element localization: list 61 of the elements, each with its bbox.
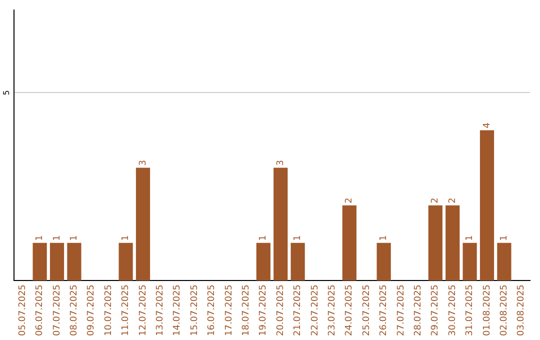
bar [428,205,442,280]
x-tick-label: 08.07.2025 [70,284,80,336]
data-label: 1 [258,235,269,241]
x-tick-label: 15.07.2025 [190,284,200,336]
bar [290,242,305,280]
bar [136,168,150,280]
x-tick-label: 13.07.2025 [156,284,166,336]
bar [462,242,477,280]
data-label: 1 [379,235,390,241]
bar [446,205,460,280]
x-tick-label: 28.07.2025 [414,284,424,336]
data-label: 4 [482,122,492,128]
x-tick-label: 05.07.2025 [18,284,28,336]
data-label: 3 [138,160,148,166]
x-tick-label: 11.07.2025 [121,284,132,336]
x-tick-label: 27.07.2025 [396,284,406,336]
x-tick-label: 24.07.2025 [344,284,355,336]
x-tick-label: 29.07.2025 [430,284,441,336]
bar [67,242,82,280]
bar [497,242,512,280]
x-tick-label: 07.07.2025 [52,284,62,336]
data-label: 1 [121,235,132,241]
x-tick-label: 26.07.2025 [379,284,390,336]
x-tick-label: 06.07.2025 [35,284,46,336]
x-tick-label: 09.07.2025 [86,284,97,336]
data-label: 1 [500,235,510,241]
data-label: 2 [344,198,355,204]
y-tick-label: 5 [2,90,12,96]
x-tick-label: 18.07.2025 [242,284,252,336]
bar [118,242,133,280]
data-label: 2 [430,198,441,204]
bar [342,205,356,280]
x-tick-label: 30.07.2025 [448,284,458,336]
x-tick-label: 22.07.2025 [310,284,320,336]
data-label: 2 [448,198,458,204]
data-label: 1 [52,235,62,241]
x-tick-label: 21.07.2025 [293,284,304,336]
data-label: 1 [70,235,80,241]
x-tick-label: 02.08.2025 [500,284,510,336]
data-label: 1 [465,235,476,241]
data-label: 3 [276,160,286,166]
bar [256,242,270,280]
x-tick-label: 17.07.2025 [224,284,234,336]
x-tick-label: 16.07.2025 [207,284,218,336]
bar [32,242,47,280]
x-tick-label: 14.07.2025 [172,284,183,336]
data-label: 1 [293,235,304,241]
x-tick-label: 25.07.2025 [362,284,372,336]
x-tick-label: 19.07.2025 [258,284,269,336]
x-tick-label: 01.08.2025 [482,284,492,336]
x-tick-label: 23.07.2025 [328,284,338,336]
bar [376,242,391,280]
x-tick-label: 12.07.2025 [138,284,148,336]
bar [50,242,64,280]
x-tick-label: 03.08.2025 [516,284,527,336]
bar [274,168,288,280]
bar [480,130,494,280]
x-tick-label: 31.07.2025 [465,284,476,336]
x-tick-label: 20.07.2025 [276,284,286,336]
x-tick-label: 10.07.2025 [104,284,114,336]
data-label: 1 [35,235,46,241]
